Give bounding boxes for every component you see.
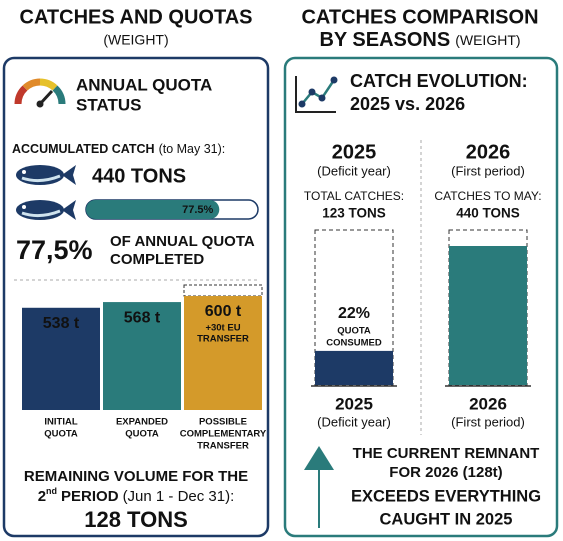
title: CATCHES AND QUOTAS bbox=[20, 6, 253, 28]
conclusion: THE CURRENT REMNANT bbox=[353, 445, 540, 462]
season-note: (Deficit year) bbox=[317, 414, 391, 429]
completed-value: 77,5% bbox=[16, 235, 93, 265]
panel-heading: 2025 vs. 2026 bbox=[350, 94, 465, 114]
chart-icon bbox=[295, 76, 338, 113]
remaining-total: 128 TONS bbox=[84, 507, 188, 532]
label-part: PERIOD bbox=[61, 488, 119, 505]
bar-category: COMPLEMENTARY bbox=[180, 429, 267, 440]
catch-label: ACCUMULATED CATCH (to May 31): bbox=[12, 142, 225, 156]
catch-total: 440 TONS bbox=[92, 165, 186, 187]
quota-outline bbox=[314, 229, 394, 386]
season-metric: CATCHES TO MAY: bbox=[434, 189, 541, 203]
bar bbox=[22, 307, 100, 410]
bar-label: 538 t bbox=[43, 315, 80, 332]
season-note: (Deficit year) bbox=[317, 163, 391, 178]
season-total: 123 TONS bbox=[322, 206, 386, 221]
bar-category: TRANSFER bbox=[197, 441, 249, 452]
panel-heading: ANNUAL QUOTA bbox=[76, 75, 212, 94]
bar-category: EXPANDED bbox=[116, 417, 168, 428]
conclusion: EXCEEDS EVERYTHING bbox=[351, 487, 541, 505]
catch-bar bbox=[449, 246, 527, 385]
label-part: nd bbox=[46, 486, 57, 496]
conclusion: FOR 2026 (128t) bbox=[389, 464, 502, 481]
progress-fill bbox=[86, 200, 220, 219]
season-note: (First period) bbox=[451, 414, 525, 429]
title: BY SEASONS (WEIGHT) bbox=[319, 29, 520, 51]
season-year: 2026 bbox=[469, 394, 507, 413]
season-year: 2025 bbox=[335, 394, 373, 413]
arrow-icon bbox=[304, 446, 334, 528]
fish-icon bbox=[16, 165, 76, 220]
season-year: 2025 bbox=[332, 141, 377, 163]
title-part: BY SEASONS bbox=[319, 29, 450, 51]
bar-category: INITIAL bbox=[44, 417, 77, 428]
completed-text: OF ANNUAL QUOTA bbox=[110, 233, 255, 250]
label-part: (to May 31): bbox=[159, 142, 226, 156]
consumed-label: 22% bbox=[338, 305, 370, 322]
consumed-text: QUOTA bbox=[337, 326, 371, 337]
bar-note: TRANSFER bbox=[197, 334, 249, 345]
panel-heading: CATCH EVOLUTION: bbox=[350, 71, 528, 91]
season-metric: TOTAL CATCHES: bbox=[304, 189, 404, 203]
bar bbox=[184, 296, 262, 410]
panel-heading: STATUS bbox=[76, 95, 141, 114]
bar-category: QUOTA bbox=[125, 429, 159, 440]
bar-label: 568 t bbox=[124, 309, 161, 326]
gauge-icon bbox=[14, 78, 66, 108]
season-note: (First period) bbox=[451, 163, 525, 178]
subtitle: (WEIGHT) bbox=[103, 32, 168, 48]
progress-label: 77.5% bbox=[182, 204, 213, 216]
consumed-bar bbox=[315, 350, 393, 385]
consumed-text: CONSUMED bbox=[326, 338, 382, 349]
completed-text: COMPLETED bbox=[110, 251, 204, 268]
season-total: 440 TONS bbox=[456, 206, 520, 221]
title: CATCHES COMPARISON bbox=[301, 6, 538, 28]
remaining-text: 2nd PERIOD (Jun 1 - Dec 31): bbox=[38, 486, 235, 505]
label-part: ACCUMULATED CATCH bbox=[12, 142, 155, 156]
bar bbox=[103, 302, 181, 410]
label-part: (Jun 1 - Dec 31): bbox=[123, 488, 235, 505]
subtitle: (WEIGHT) bbox=[455, 32, 520, 48]
remaining-text: REMAINING VOLUME FOR THE bbox=[24, 468, 248, 485]
season-year: 2026 bbox=[466, 141, 511, 163]
conclusion: CAUGHT IN 2025 bbox=[380, 510, 513, 528]
bar-note: +30t EU bbox=[205, 323, 240, 334]
bar-label: 600 t bbox=[205, 303, 242, 320]
label-part: 2 bbox=[38, 488, 46, 505]
bar-category: QUOTA bbox=[44, 429, 78, 440]
bar-category: POSSIBLE bbox=[199, 417, 247, 428]
